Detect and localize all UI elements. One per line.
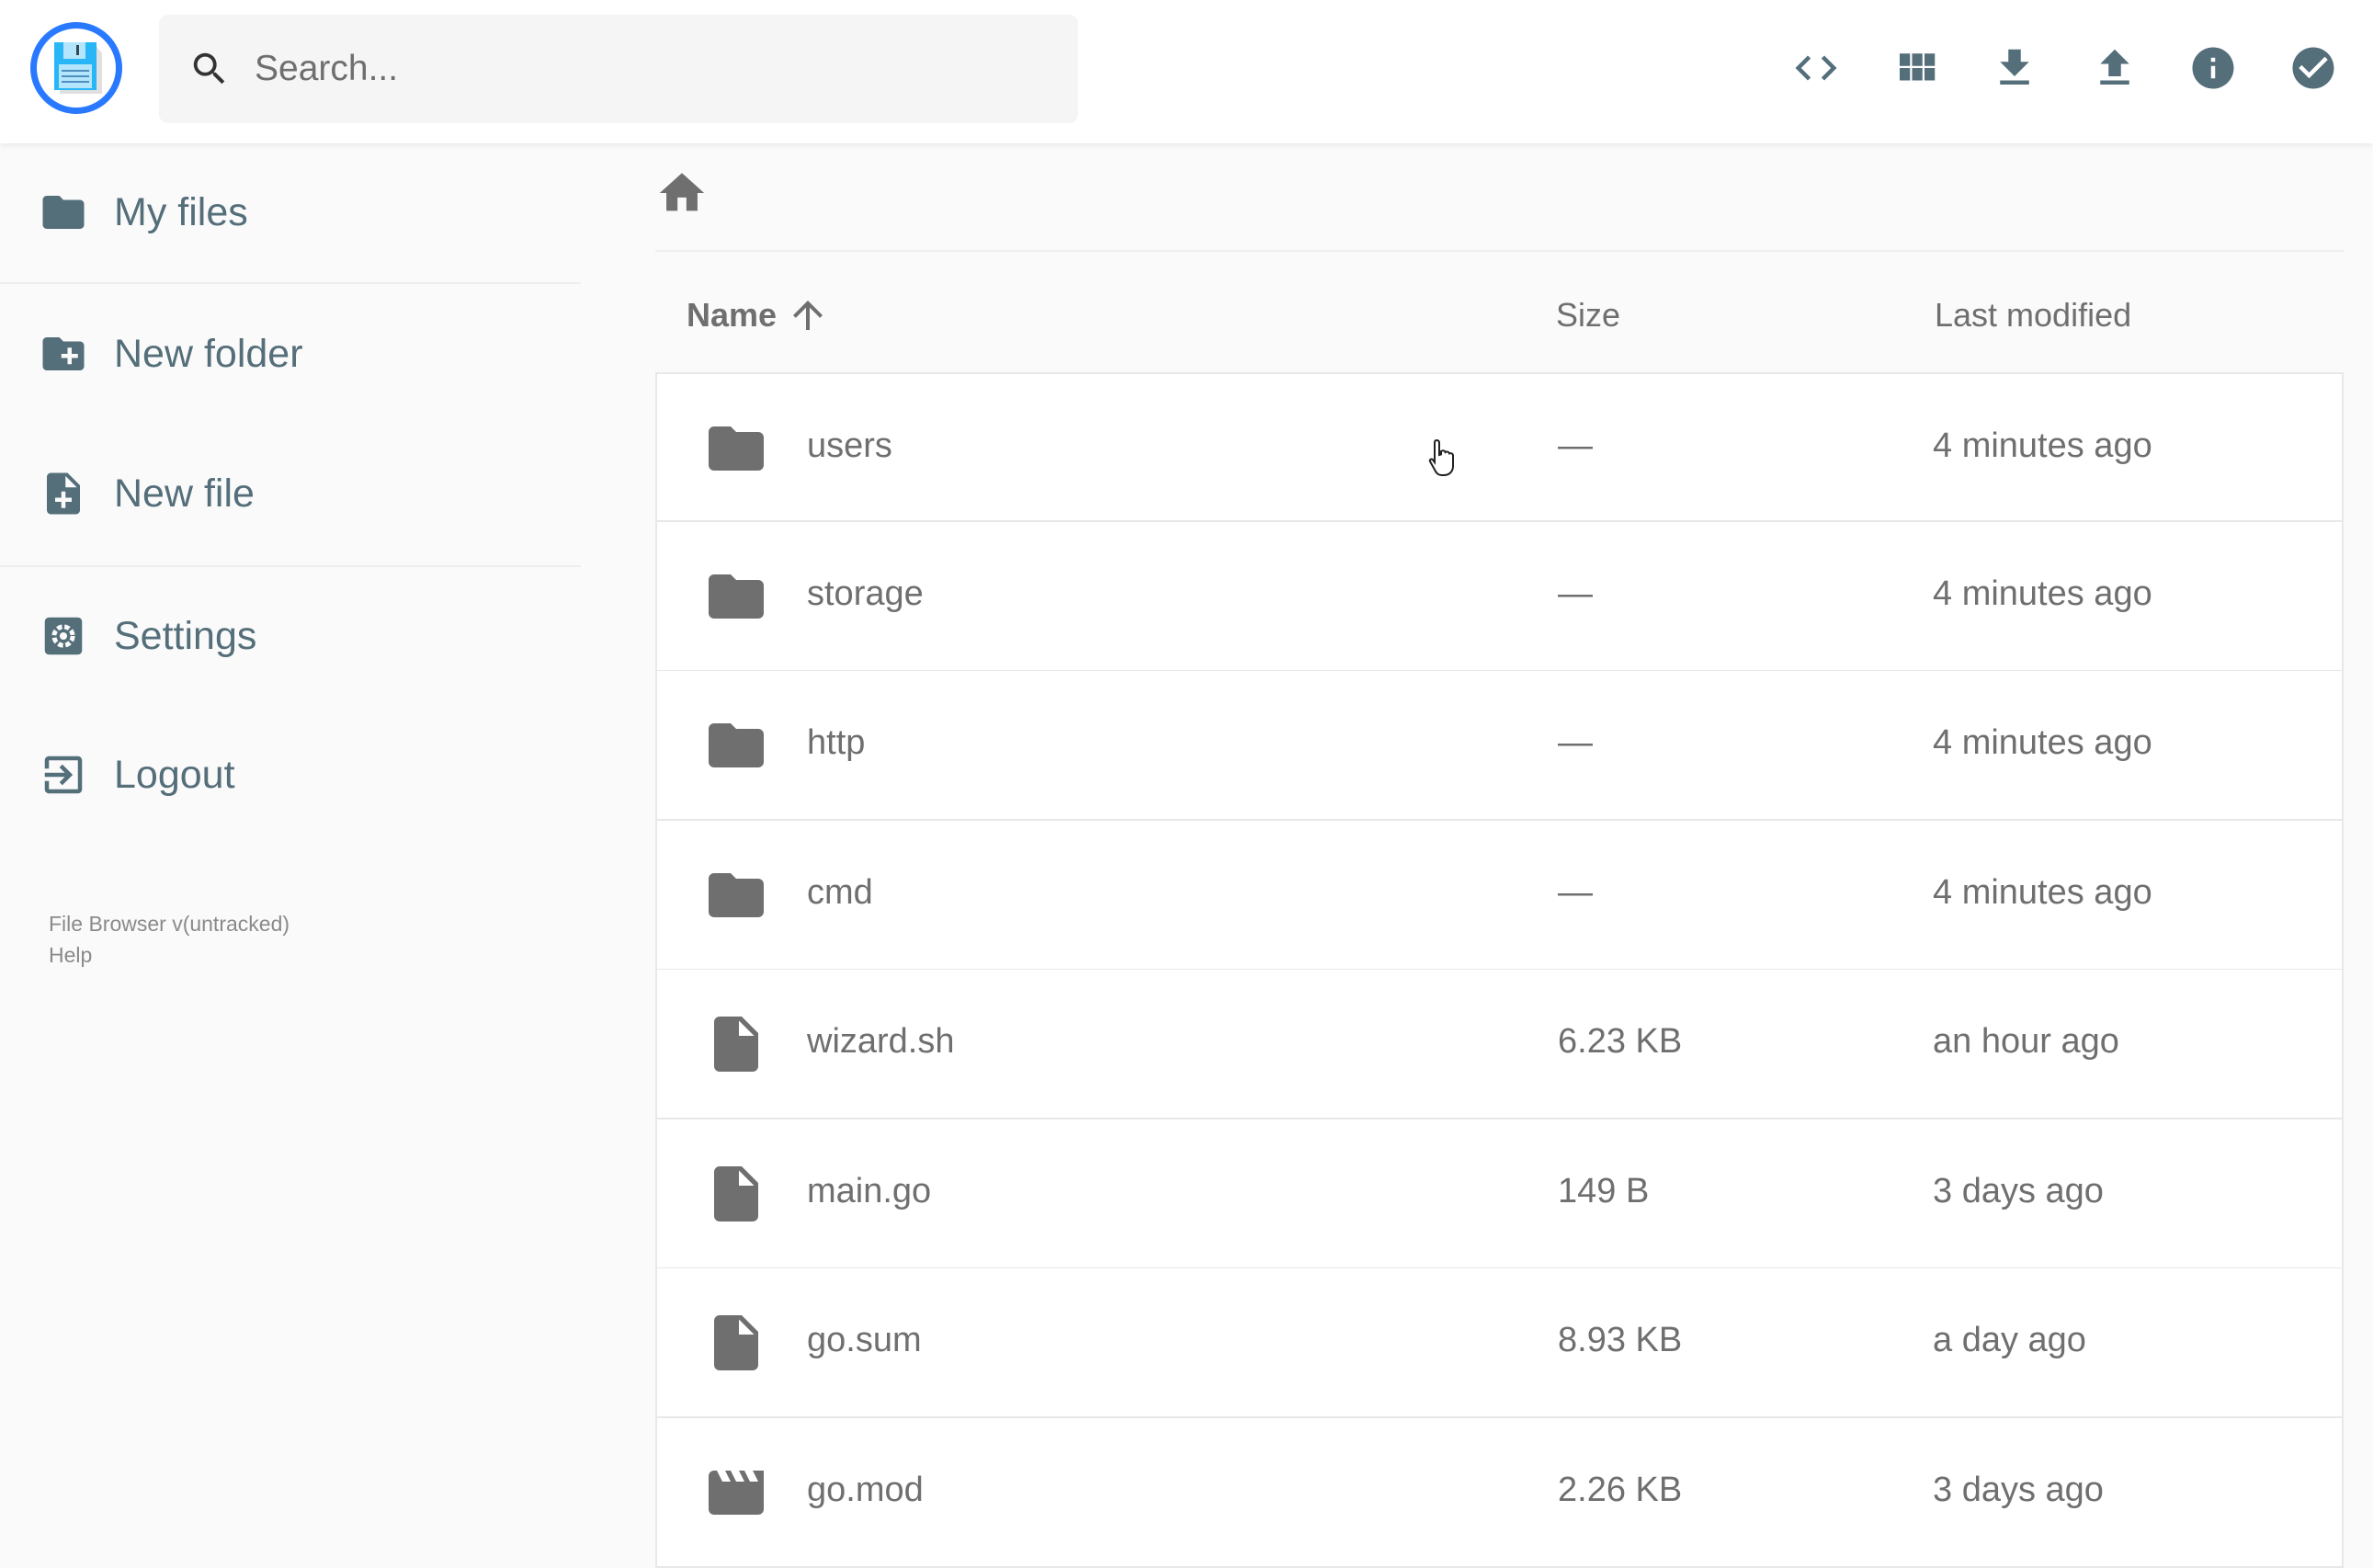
code-icon (1795, 55, 1837, 81)
sidebar-item-new-folder[interactable]: New folder (0, 308, 581, 400)
sidebar-item-label: Logout (114, 752, 235, 797)
file-name: go.mod (807, 1470, 924, 1509)
folder-icon (709, 574, 764, 619)
column-header-size[interactable]: Size (1556, 296, 1621, 334)
info-icon (2192, 47, 2234, 89)
file-size: — (1558, 426, 1593, 465)
file-size: — (1558, 872, 1593, 912)
top-bar (0, 0, 2373, 143)
file-row[interactable]: main.go 149 B 3 days ago (655, 1119, 2344, 1269)
upload-button[interactable] (2090, 43, 2140, 93)
divider (655, 250, 2344, 252)
switch-view-button[interactable] (1891, 43, 1941, 93)
sidebar-item-settings[interactable]: Settings (0, 590, 581, 682)
divider (0, 565, 581, 567)
folder-icon (709, 872, 764, 917)
hand-cursor-icon (1428, 438, 1454, 476)
file-icon (714, 1165, 758, 1221)
exit-icon (44, 756, 83, 794)
select-multiple-button[interactable] (2288, 43, 2338, 93)
divider (0, 282, 581, 284)
file-row[interactable]: go.sum 8.93 KB a day ago (655, 1268, 2344, 1418)
check-circle-icon (2292, 47, 2334, 89)
file-name: go.sum (807, 1321, 922, 1359)
folder-icon (709, 723, 764, 767)
file-name: users (807, 426, 892, 465)
file-size: 149 B (1558, 1171, 1650, 1210)
folder-icon (42, 196, 85, 229)
folder-icon (709, 426, 764, 471)
upload-icon (2100, 49, 2129, 85)
sidebar-item-logout[interactable]: Logout (0, 729, 581, 821)
search-input[interactable] (255, 49, 990, 89)
version-text: File Browser v(untracked) (49, 912, 290, 936)
search-bar[interactable] (159, 15, 1078, 123)
app-logo[interactable] (30, 22, 122, 114)
sidebar-item-my-files[interactable]: My files (0, 166, 581, 258)
file-row[interactable]: cmd — 4 minutes ago (655, 820, 2344, 971)
file-size: 2.26 KB (1558, 1470, 1683, 1509)
file-row[interactable]: http — 4 minutes ago (655, 671, 2344, 821)
download-button[interactable] (1990, 43, 2039, 93)
file-modified: an hour ago (1933, 1022, 2119, 1061)
file-modified: 3 days ago (1933, 1470, 2104, 1509)
arrow-up-icon (793, 301, 823, 330)
file-icon (714, 1315, 758, 1370)
file-modified: 4 minutes ago (1933, 723, 2152, 762)
file-modified: 4 minutes ago (1933, 574, 2152, 613)
info-button[interactable] (2188, 43, 2238, 93)
note-add-icon (47, 472, 80, 515)
file-row[interactable]: go.mod 2.26 KB 3 days ago (655, 1417, 2344, 1568)
file-name: main.go (807, 1171, 932, 1210)
column-header-label: Name (687, 296, 778, 334)
file-icon (714, 1017, 758, 1072)
help-link[interactable]: Help (49, 943, 93, 967)
file-name: storage (807, 574, 924, 613)
column-header-name[interactable]: Name (687, 293, 830, 337)
code-view-button[interactable] (1791, 43, 1841, 93)
home-icon[interactable] (655, 166, 709, 220)
download-icon (2000, 49, 2029, 85)
file-modified: 3 days ago (1933, 1171, 2104, 1210)
sidebar-item-label: Settings (114, 613, 257, 658)
settings-icon (44, 617, 83, 655)
file-size: 8.93 KB (1558, 1321, 1683, 1359)
floppy-disk-icon (54, 42, 102, 94)
grid-view-icon (1900, 53, 1936, 81)
sidebar-item-new-file[interactable]: New file (0, 448, 581, 540)
file-modified: 4 minutes ago (1933, 426, 2152, 465)
file-size: — (1558, 574, 1593, 613)
file-name: http (807, 723, 866, 762)
movie-icon (709, 1470, 764, 1515)
file-modified: 4 minutes ago (1933, 872, 2152, 912)
file-size: — (1558, 723, 1593, 762)
sidebar-item-label: My files (114, 189, 248, 234)
column-header-last-modified[interactable]: Last modified (1935, 296, 2132, 334)
sidebar-item-label: New folder (114, 331, 303, 376)
file-name: wizard.sh (807, 1022, 955, 1061)
create-new-folder-icon (42, 337, 85, 370)
search-icon (193, 52, 225, 85)
file-row[interactable]: users — 4 minutes ago (655, 372, 2344, 522)
file-row[interactable]: wizard.sh 6.23 KB an hour ago (655, 970, 2344, 1119)
sidebar-item-label: New file (114, 471, 255, 516)
file-name: cmd (807, 872, 873, 912)
file-row[interactable]: storage — 4 minutes ago (655, 521, 2344, 672)
file-modified: a day ago (1933, 1321, 2086, 1359)
file-size: 6.23 KB (1558, 1022, 1683, 1061)
